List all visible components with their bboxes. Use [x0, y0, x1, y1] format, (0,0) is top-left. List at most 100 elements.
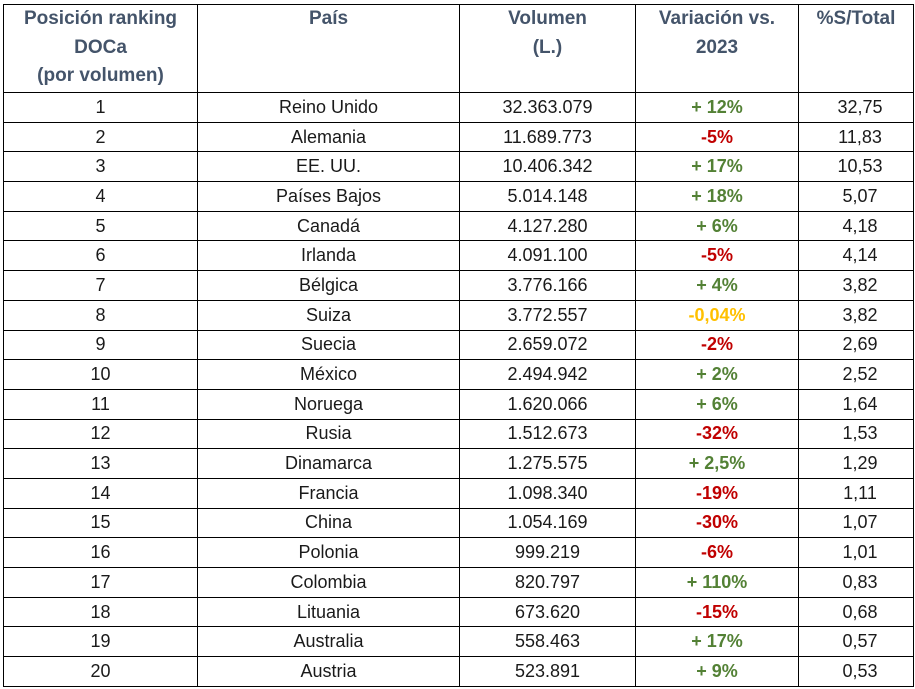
header-variation: Variación vs. 2023: [635, 4, 799, 93]
table-row: 19 Australia 558.463 + 17% 0,57: [3, 626, 914, 658]
variation-cell: + 4%: [635, 270, 799, 301]
variation-cell: -0,04%: [635, 299, 799, 331]
volume-cell: 5.014.148: [459, 181, 636, 212]
share-cell: 3,82: [798, 299, 914, 331]
variation-cell: + 6%: [635, 388, 799, 420]
variation-cell: -19%: [635, 477, 799, 509]
rank-cell: 10: [3, 359, 198, 390]
volume-cell: 673.620: [459, 596, 636, 628]
volume-cell: 4.091.100: [459, 240, 636, 272]
country-cell: Noruega: [197, 388, 460, 420]
volume-cell: 1.620.066: [459, 388, 636, 420]
share-cell: 2,52: [798, 359, 914, 390]
volume-cell: 3.776.166: [459, 270, 636, 301]
table-body: 1 Reino Unido 32.363.079 + 12% 32,75 2 Alemani…: [3, 92, 914, 687]
rank-cell: 12: [3, 418, 198, 450]
share-cell: 0,53: [798, 656, 914, 687]
variation-cell: + 2,5%: [635, 448, 799, 479]
table-row: 15 China 1.054.169 -30% 1,07: [3, 507, 914, 539]
rank-cell: 19: [3, 626, 198, 658]
variation-cell: -32%: [635, 418, 799, 450]
country-cell: Austria: [197, 656, 460, 687]
country-cell: Australia: [197, 626, 460, 658]
rank-cell: 8: [3, 299, 198, 331]
rank-cell: 5: [3, 210, 198, 242]
rank-cell: 1: [3, 92, 198, 123]
rank-cell: 4: [3, 181, 198, 212]
rank-cell: 14: [3, 477, 198, 509]
volume-cell: 523.891: [459, 656, 636, 687]
rank-cell: 11: [3, 388, 198, 420]
country-cell: Dinamarca: [197, 448, 460, 479]
volume-cell: 11.689.773: [459, 121, 636, 153]
variation-cell: + 18%: [635, 181, 799, 212]
table-row: 17 Colombia 820.797 + 110% 0,83: [3, 567, 914, 598]
volume-cell: 3.772.557: [459, 299, 636, 331]
share-cell: 1,07: [798, 507, 914, 539]
share-cell: 3,82: [798, 270, 914, 301]
rank-cell: 18: [3, 596, 198, 628]
volume-cell: 10.406.342: [459, 151, 636, 183]
country-cell: Reino Unido: [197, 92, 460, 123]
rank-cell: 9: [3, 329, 198, 361]
table-row: 6 Irlanda 4.091.100 -5% 4,14: [3, 240, 914, 272]
table-row: 7 Bélgica 3.776.166 + 4% 3,82: [3, 270, 914, 301]
country-cell: Bélgica: [197, 270, 460, 301]
header-share: %S/Total: [798, 4, 914, 93]
volume-cell: 1.275.575: [459, 448, 636, 479]
table-row: 12 Rusia 1.512.673 -32% 1,53: [3, 418, 914, 450]
variation-cell: -2%: [635, 329, 799, 361]
country-cell: Alemania: [197, 121, 460, 153]
share-cell: 1,01: [798, 537, 914, 568]
country-cell: Países Bajos: [197, 181, 460, 212]
rank-cell: 13: [3, 448, 198, 479]
table-row: 13 Dinamarca 1.275.575 + 2,5% 1,29: [3, 448, 914, 479]
variation-cell: + 110%: [635, 567, 799, 598]
variation-cell: + 9%: [635, 656, 799, 687]
volume-cell: 4.127.280: [459, 210, 636, 242]
volume-cell: 1.054.169: [459, 507, 636, 539]
table-row: 11 Noruega 1.620.066 + 6% 1,64: [3, 388, 914, 420]
rank-cell: 6: [3, 240, 198, 272]
share-cell: 0,83: [798, 567, 914, 598]
volume-cell: 1.512.673: [459, 418, 636, 450]
variation-cell: -6%: [635, 537, 799, 568]
rank-cell: 16: [3, 537, 198, 568]
table-row: 8 Suiza 3.772.557 -0,04% 3,82: [3, 299, 914, 331]
rank-cell: 17: [3, 567, 198, 598]
volume-cell: 2.494.942: [459, 359, 636, 390]
share-cell: 1,29: [798, 448, 914, 479]
share-cell: 4,14: [798, 240, 914, 272]
table-row: 16 Polonia 999.219 -6% 1,01: [3, 537, 914, 568]
variation-cell: + 2%: [635, 359, 799, 390]
variation-cell: -15%: [635, 596, 799, 628]
share-cell: 0,57: [798, 626, 914, 658]
country-cell: Canadá: [197, 210, 460, 242]
volume-cell: 2.659.072: [459, 329, 636, 361]
table-row: 3 EE. UU. 10.406.342 + 17% 10,53: [3, 151, 914, 183]
country-cell: México: [197, 359, 460, 390]
table-row: 14 Francia 1.098.340 -19% 1,11: [3, 477, 914, 509]
share-cell: 10,53: [798, 151, 914, 183]
rank-cell: 3: [3, 151, 198, 183]
variation-cell: -5%: [635, 240, 799, 272]
country-cell: Irlanda: [197, 240, 460, 272]
country-cell: Francia: [197, 477, 460, 509]
share-cell: 11,83: [798, 121, 914, 153]
header-position: Posición ranking DOCa (por volumen): [3, 4, 198, 93]
variation-cell: + 12%: [635, 92, 799, 123]
country-cell: Suecia: [197, 329, 460, 361]
table-row: 2 Alemania 11.689.773 -5% 11,83: [3, 121, 914, 153]
header-volume: Volumen (L.): [459, 4, 636, 93]
share-cell: 1,64: [798, 388, 914, 420]
table-row: 18 Lituania 673.620 -15% 0,68: [3, 596, 914, 628]
share-cell: 32,75: [798, 92, 914, 123]
rank-cell: 2: [3, 121, 198, 153]
share-cell: 5,07: [798, 181, 914, 212]
table-row: 1 Reino Unido 32.363.079 + 12% 32,75: [3, 92, 914, 123]
variation-cell: -30%: [635, 507, 799, 539]
table-row: 20 Austria 523.891 + 9% 0,53: [3, 656, 914, 687]
table-row: 9 Suecia 2.659.072 -2% 2,69: [3, 329, 914, 361]
volume-cell: 999.219: [459, 537, 636, 568]
variation-cell: + 17%: [635, 151, 799, 183]
